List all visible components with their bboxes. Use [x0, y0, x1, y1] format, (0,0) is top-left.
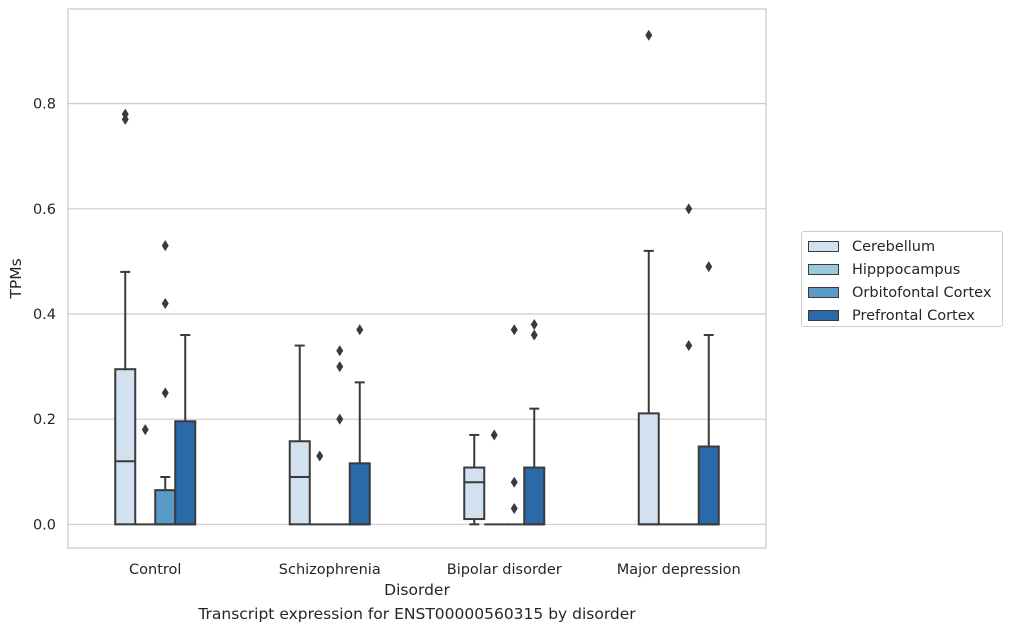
- series-prefrontal-cortex: [174, 261, 720, 526]
- outlier-point: [530, 329, 538, 341]
- legend-item-hipppocampus: Hipppocampus: [808, 258, 1002, 281]
- box-body: [174, 420, 197, 526]
- box-cerebellum-control: [114, 108, 137, 526]
- legend-label-cerebellum: Cerebellum: [852, 238, 936, 255]
- outlier-point: [356, 324, 364, 336]
- legend-label-orbitofontal-cortex: Orbitofontal Cortex: [852, 284, 992, 301]
- outlier-point: [121, 108, 129, 120]
- box-body: [114, 368, 137, 526]
- legend-item-prefrontal-cortex: Prefrontal Cortex: [808, 304, 1002, 327]
- box-body: [154, 489, 177, 526]
- outlier-point: [161, 387, 169, 399]
- outlier-point: [705, 261, 713, 273]
- box-body: [697, 445, 720, 526]
- outlier-point: [530, 319, 538, 331]
- box-body: [463, 466, 486, 521]
- chart-caption: Transcript expression for ENST0000056031…: [198, 605, 636, 623]
- series-cerebellum: [114, 29, 660, 526]
- box-body: [637, 412, 660, 526]
- box-orbitofontal-cortex-control: [154, 240, 177, 526]
- box-hipppocampus-control: [135, 424, 156, 526]
- legend-swatch-hipppocampus: [808, 264, 839, 275]
- box-cerebellum-schizophrenia: [288, 344, 311, 526]
- box-prefrontal-cortex-schizophrenia: [348, 324, 371, 526]
- y-axis-ticks: 0.0 0.2 0.4 0.6 0.8: [33, 97, 56, 534]
- series-orbitofontal-cortex: [154, 203, 699, 526]
- box-orbitofontal-cortex-bipolar-disorder: [504, 324, 525, 526]
- box-cerebellum-major-depression: [637, 29, 660, 526]
- x-axis-label: Disorder: [384, 581, 450, 599]
- legend-swatch-orbitofontal-cortex: [808, 287, 839, 298]
- legend-swatch-cerebellum: [808, 241, 839, 252]
- outlier-point: [336, 345, 344, 357]
- x-tick-label: Bipolar disorder: [447, 562, 562, 578]
- box-body: [523, 466, 546, 526]
- y-axis-label: TPMs: [7, 258, 25, 299]
- series-hipppocampus: [135, 424, 679, 526]
- box-orbitofontal-cortex-schizophrenia: [329, 345, 350, 526]
- x-tick-label: Control: [129, 562, 181, 578]
- outlier-point: [645, 29, 653, 41]
- x-axis-ticks: Control Schizophrenia Bipolar disorder Majo…: [129, 562, 741, 578]
- outlier-point: [510, 476, 518, 488]
- box-prefrontal-cortex-bipolar-disorder: [523, 319, 546, 526]
- outlier-point: [336, 361, 344, 373]
- outlier-point: [510, 503, 518, 515]
- box-series: [114, 29, 720, 526]
- box-hipppocampus-schizophrenia: [309, 450, 330, 526]
- legend-item-cerebellum: Cerebellum: [808, 235, 1002, 258]
- outlier-point: [161, 297, 169, 309]
- legend-swatch-prefrontal-cortex: [808, 310, 839, 321]
- box-body: [288, 440, 311, 526]
- x-tick-label: Schizophrenia: [279, 562, 381, 578]
- outlier-point: [490, 429, 498, 441]
- outlier-point: [316, 450, 324, 462]
- outlier-point: [685, 340, 693, 352]
- y-tick-label: 0.8: [33, 97, 56, 113]
- y-tick-label: 0.4: [33, 307, 56, 323]
- box-body: [348, 462, 371, 526]
- y-tick-label: 0.6: [33, 202, 56, 218]
- y-tick-label: 0.2: [33, 412, 56, 428]
- box-hipppocampus-bipolar-disorder: [484, 429, 505, 526]
- box-cerebellum-bipolar-disorder: [463, 433, 486, 526]
- legend: Cerebellum Hipppocampus Orbitofontal Cor…: [801, 231, 1003, 327]
- y-tick-label: 0.0: [33, 517, 56, 533]
- box-prefrontal-cortex-control: [174, 334, 197, 526]
- plot-area-frame: [67, 8, 767, 549]
- box-orbitofontal-cortex-major-depression: [678, 203, 699, 526]
- legend-label-prefrontal-cortex: Prefrontal Cortex: [852, 307, 975, 324]
- gridlines: [68, 103, 766, 525]
- outlier-point: [161, 240, 169, 252]
- outlier-point: [141, 424, 149, 436]
- box-prefrontal-cortex-major-depression: [697, 261, 720, 526]
- outlier-point: [685, 203, 693, 215]
- outlier-point: [336, 413, 344, 425]
- outlier-point: [510, 324, 518, 336]
- x-tick-label: Major depression: [617, 562, 741, 578]
- legend-label-hipppocampus: Hipppocampus: [852, 261, 961, 278]
- legend-item-orbitofontal-cortex: Orbitofontal Cortex: [808, 281, 1002, 304]
